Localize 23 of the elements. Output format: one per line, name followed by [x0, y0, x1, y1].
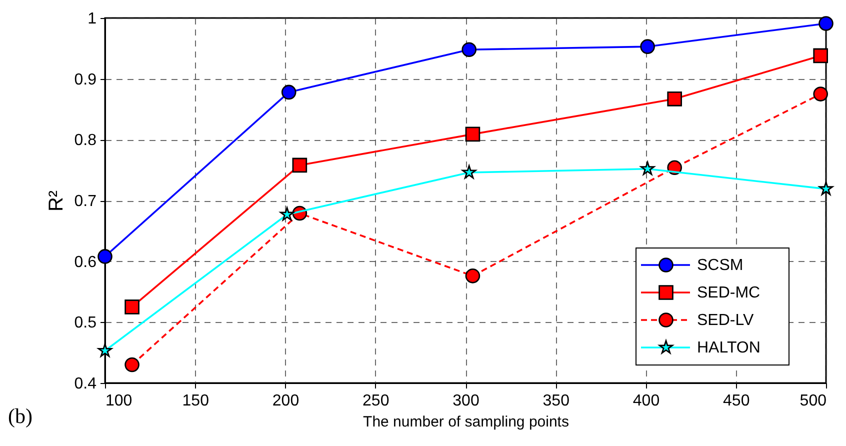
x-tick-label: 250	[362, 392, 390, 410]
legend-label: SCSM	[697, 257, 744, 274]
y-axis-title: R²	[45, 190, 68, 212]
x-tick-label: 300	[452, 392, 480, 410]
panel-label: (b)	[8, 404, 32, 429]
legend-label: HALTON	[697, 340, 760, 356]
x-tick-label: 450	[723, 392, 750, 410]
y-tick-label: 0.9	[74, 71, 97, 88]
x-tick-label: 400	[632, 392, 660, 410]
y-tick-label: 0.4	[74, 376, 97, 392]
y-tick-label: 0.8	[74, 132, 97, 150]
y-tick-label: 1	[88, 10, 97, 28]
x-axis-title: The number of sampling points	[363, 414, 569, 430]
legend-label: SED-LV	[697, 312, 754, 329]
x-tick-label: 350	[542, 392, 570, 410]
x-tick-label: 200	[272, 392, 300, 410]
y-tick-label: 0.5	[74, 314, 97, 332]
y-tick-label: 0.6	[74, 254, 97, 271]
x-tick-label: 150	[182, 392, 210, 410]
x-tick-label: 100	[106, 392, 132, 410]
legend-label: SED-MC	[697, 284, 760, 302]
y-tick-label: 0.7	[74, 193, 97, 210]
x-tick-label: 500	[800, 392, 827, 410]
